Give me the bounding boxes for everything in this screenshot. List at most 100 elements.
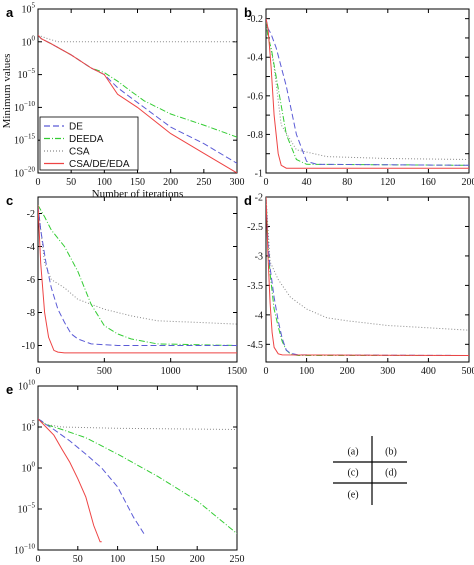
x-tick-label: 200 <box>163 177 178 188</box>
y-tick-label: -6 <box>27 275 35 286</box>
y-tick-label: 10−5 <box>18 502 36 516</box>
panel-b: b 0 40 80 120 160 200 -1 -0.8 -0.6 -0.4 -0.2 <box>244 5 474 188</box>
series-group <box>38 205 237 354</box>
series-line-deeda <box>266 18 469 166</box>
plot-frame <box>37 385 238 551</box>
y-tick-label: -0.6 <box>247 91 263 102</box>
y-tick-label: 105 <box>22 420 36 434</box>
x-tick-label: 160 <box>421 177 436 188</box>
series-group <box>38 34 237 173</box>
y-tick-label: -0.4 <box>247 53 263 64</box>
series-line-de <box>266 197 469 356</box>
legend-entry: CSA/DE/EDA <box>69 159 130 170</box>
y-tick-label: 10−5 <box>18 67 36 81</box>
panel-label: b <box>244 5 252 20</box>
series-line-csa-de-eda <box>38 418 102 543</box>
key-cell-label: (e) <box>347 490 358 501</box>
x-tick-label: 0 <box>36 554 41 565</box>
series-line-deeda <box>38 418 237 534</box>
series-line-csa <box>38 34 237 43</box>
legend-entry: DE <box>69 122 83 133</box>
series-line-de <box>38 205 237 346</box>
y-tick-label: -0.8 <box>247 130 263 141</box>
key-cell-label: (b) <box>385 447 397 458</box>
y-tick-label: -4.5 <box>247 340 263 351</box>
y-tick-label: 1010 <box>18 379 36 393</box>
plot-frame <box>37 196 238 363</box>
x-tick-label: 300 <box>380 366 395 377</box>
y-tick-label: 100 <box>22 461 36 475</box>
y-tick-label: -2 <box>27 209 35 220</box>
y-tick-label: -4 <box>27 242 35 253</box>
y-tick-label: -0.2 <box>247 14 263 25</box>
x-tick-label: 200 <box>462 177 474 188</box>
x-tick-label: 0 <box>36 366 41 377</box>
series-line-csa <box>266 18 469 160</box>
x-tick-label: 500 <box>462 366 474 377</box>
x-tick-label: 40 <box>302 177 312 188</box>
y-tick-label: -10 <box>22 341 35 352</box>
series-line-csa <box>38 205 237 325</box>
x-tick-label: 0 <box>264 366 269 377</box>
x-tick-label: 100 <box>299 366 314 377</box>
x-tick-label: 300 <box>230 177 245 188</box>
panel-a: a 0 50 100 150 200 250 300 10−20 10−15 10−10 10−5 10… <box>1 2 245 201</box>
x-tick-label: 80 <box>342 177 352 188</box>
series-line-de <box>266 18 469 166</box>
x-tick-label: 120 <box>380 177 395 188</box>
panel-label: a <box>6 5 14 20</box>
panel-key: (a) (b) (c) (d) (e) <box>333 436 407 505</box>
plot-frame <box>265 8 470 174</box>
panel-label: c <box>6 193 13 208</box>
x-tick-label: 150 <box>130 177 145 188</box>
y-tick-label: -3 <box>255 251 263 262</box>
x-tick-label: 400 <box>421 366 436 377</box>
panel-d: d 0 100 200 300 400 500 -4.5 -4 -3.5 -3 -2.5 -2 <box>244 193 474 378</box>
x-tick-label: 0 <box>36 177 41 188</box>
x-tick-label: 100 <box>97 177 112 188</box>
panel-e: e 0 50 100 150 200 250 10−10 10−5 100 105 1010 <box>6 379 245 565</box>
x-tick-label: 150 <box>150 554 165 565</box>
y-tick-label: 10−15 <box>14 133 35 147</box>
legend-entry: DEEDA <box>69 134 104 145</box>
y-axis-label: Minimum values <box>1 54 13 129</box>
y-tick-label: -1 <box>255 169 263 180</box>
panel-label: d <box>244 193 252 208</box>
series-group <box>266 197 469 356</box>
panel-c: c 0 500 1000 1500 -10 -8 -6 -4 -2 <box>6 193 247 377</box>
y-tick-label: 100 <box>22 34 36 48</box>
series-group <box>38 418 237 543</box>
x-tick-label: 50 <box>73 554 83 565</box>
y-tick-label: -2.5 <box>247 222 263 233</box>
x-tick-label: 200 <box>340 366 355 377</box>
x-tick-label: 1500 <box>227 366 247 377</box>
series-group <box>266 18 469 169</box>
y-tick-label: -2 <box>255 193 263 204</box>
x-tick-label: 500 <box>97 366 112 377</box>
legend-entry: CSA <box>69 147 90 158</box>
series-line-csa <box>266 197 469 331</box>
x-tick-label: 250 <box>230 554 245 565</box>
key-cell-label: (a) <box>347 447 358 458</box>
y-tick-label: 10−10 <box>14 100 35 114</box>
key-cell-label: (d) <box>385 468 397 479</box>
x-tick-label: 100 <box>110 554 125 565</box>
x-axis-label: Number of iterations <box>92 188 184 200</box>
series-line-csa <box>38 418 237 430</box>
x-tick-label: 200 <box>190 554 205 565</box>
y-tick-label: -4 <box>255 310 263 321</box>
series-line-csa-de-eda <box>38 205 237 354</box>
x-tick-label: 1000 <box>161 366 181 377</box>
series-line-de <box>38 418 145 534</box>
x-tick-label: 0 <box>264 177 269 188</box>
y-tick-label: -3.5 <box>247 281 263 292</box>
y-tick-label: 105 <box>22 2 36 16</box>
series-line-csa-de-eda <box>38 34 237 173</box>
y-tick-label: 10−10 <box>14 543 35 557</box>
key-cell-label: (c) <box>347 468 358 479</box>
x-tick-label: 250 <box>196 177 211 188</box>
panel-label: e <box>6 382 13 397</box>
series-line-deeda <box>266 197 469 356</box>
